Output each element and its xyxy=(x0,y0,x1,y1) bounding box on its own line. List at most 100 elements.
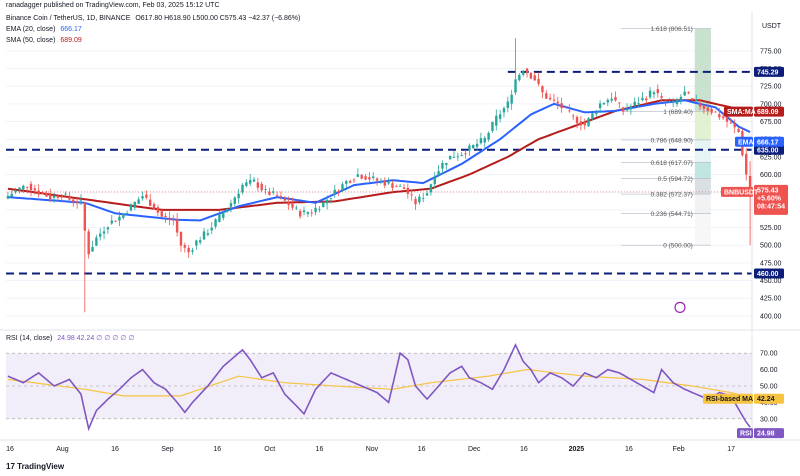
candle[interactable] xyxy=(452,150,456,158)
candle[interactable] xyxy=(729,118,733,124)
candle[interactable] xyxy=(352,178,356,184)
candle[interactable] xyxy=(279,191,283,200)
candle[interactable] xyxy=(345,180,348,189)
candle[interactable] xyxy=(695,94,698,102)
candle[interactable] xyxy=(195,239,198,250)
candle[interactable] xyxy=(510,89,513,110)
candle[interactable] xyxy=(149,194,152,207)
candle[interactable] xyxy=(256,177,260,192)
candle[interactable] xyxy=(502,106,506,118)
candle[interactable] xyxy=(102,226,106,240)
candle[interactable] xyxy=(156,204,160,217)
candle[interactable] xyxy=(495,109,498,131)
candle[interactable] xyxy=(264,185,267,195)
candle[interactable] xyxy=(671,98,675,108)
candle[interactable] xyxy=(522,69,525,77)
candle[interactable] xyxy=(529,71,533,80)
candle[interactable] xyxy=(514,38,517,95)
candle[interactable] xyxy=(241,183,244,195)
candle[interactable] xyxy=(748,161,752,246)
candle[interactable] xyxy=(698,99,702,110)
candle[interactable] xyxy=(222,210,225,221)
candle[interactable] xyxy=(702,104,706,114)
candle[interactable] xyxy=(687,91,690,95)
candle[interactable] xyxy=(341,181,344,192)
candle[interactable] xyxy=(683,85,686,96)
candle[interactable] xyxy=(364,174,367,181)
level-price-tag[interactable]: 745.29 xyxy=(754,66,784,77)
candle[interactable] xyxy=(422,193,425,203)
candle[interactable] xyxy=(122,213,125,220)
sma-name-tag[interactable]: SMA:MA xyxy=(724,106,756,117)
candle[interactable] xyxy=(360,174,363,180)
tradingview-logo[interactable]: 17 TradingView xyxy=(6,462,65,471)
candle[interactable] xyxy=(633,97,636,107)
ema-legend[interactable]: EMA (20, close) 666.17 xyxy=(6,25,85,34)
candle[interactable] xyxy=(395,184,398,188)
candle[interactable] xyxy=(206,229,210,237)
candle[interactable] xyxy=(456,152,460,161)
candle[interactable] xyxy=(87,228,90,259)
candle[interactable] xyxy=(49,188,52,202)
candle[interactable] xyxy=(598,100,602,113)
candle[interactable] xyxy=(637,97,640,108)
candle[interactable] xyxy=(679,94,683,105)
candle[interactable] xyxy=(210,221,213,235)
candle[interactable] xyxy=(441,160,444,174)
candle[interactable] xyxy=(571,113,575,121)
candle[interactable] xyxy=(229,199,233,213)
candle[interactable] xyxy=(425,189,429,197)
candle[interactable] xyxy=(248,174,252,187)
candle[interactable] xyxy=(348,179,352,184)
candle[interactable] xyxy=(625,103,629,112)
candle[interactable] xyxy=(595,109,598,117)
candle[interactable] xyxy=(675,97,679,107)
candle[interactable] xyxy=(329,198,333,204)
candle[interactable] xyxy=(491,121,494,133)
candle[interactable] xyxy=(583,118,586,130)
candle[interactable] xyxy=(548,93,552,101)
candle[interactable] xyxy=(218,210,221,223)
rsi-ma-value-tag[interactable]: 42.24 xyxy=(754,393,784,404)
candle[interactable] xyxy=(391,180,394,193)
candle[interactable] xyxy=(591,113,594,121)
candle[interactable] xyxy=(579,116,583,131)
candle[interactable] xyxy=(252,176,256,183)
symbol-name-tag[interactable]: BNBUSDT xyxy=(721,186,759,197)
candle[interactable] xyxy=(106,226,110,234)
candle[interactable] xyxy=(606,98,609,107)
candle[interactable] xyxy=(460,152,463,157)
candle[interactable] xyxy=(483,136,486,148)
candle[interactable] xyxy=(464,149,467,159)
candle[interactable] xyxy=(564,106,567,109)
candle[interactable] xyxy=(437,165,440,177)
candle[interactable] xyxy=(25,186,29,194)
candle[interactable] xyxy=(314,203,317,216)
candle[interactable] xyxy=(22,184,25,193)
candle[interactable] xyxy=(479,132,483,145)
candle[interactable] xyxy=(91,240,94,252)
candle[interactable] xyxy=(245,179,248,188)
candle[interactable] xyxy=(706,103,709,116)
candle[interactable] xyxy=(641,91,644,102)
candle[interactable] xyxy=(568,104,571,113)
candle[interactable] xyxy=(560,97,563,113)
candle[interactable] xyxy=(160,208,163,218)
candle[interactable] xyxy=(45,190,48,198)
candle[interactable] xyxy=(322,201,325,208)
ema-price-tag[interactable]: 666.17 xyxy=(754,136,784,147)
candle[interactable] xyxy=(214,218,217,229)
candle[interactable] xyxy=(268,187,271,196)
candle[interactable] xyxy=(179,231,183,252)
candle[interactable] xyxy=(79,194,83,206)
candle[interactable] xyxy=(737,127,740,133)
candle[interactable] xyxy=(295,205,298,211)
candle[interactable] xyxy=(541,85,544,99)
candle[interactable] xyxy=(468,143,471,157)
candle[interactable] xyxy=(406,183,410,199)
symbol-line[interactable]: Binance Coin / TetherUS, 1D, BINANCE xyxy=(6,15,131,22)
candle[interactable] xyxy=(448,155,452,160)
candle[interactable] xyxy=(60,193,63,202)
candle[interactable] xyxy=(645,96,648,104)
candle[interactable] xyxy=(225,208,229,213)
